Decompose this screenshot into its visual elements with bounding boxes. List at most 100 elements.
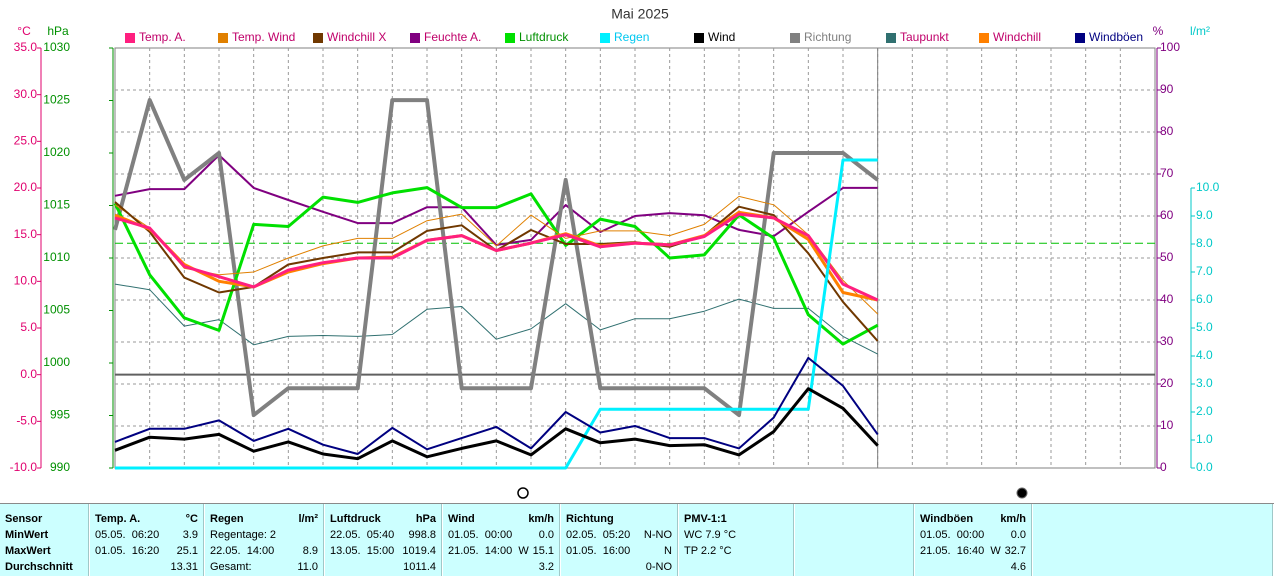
- series-line: [114, 154, 878, 246]
- tick-label: 10.0: [14, 274, 38, 288]
- legend-label: Windchill X: [327, 30, 386, 44]
- cell-value: 8.9: [302, 545, 318, 557]
- tick-label: 30.0: [14, 87, 38, 101]
- table-cell: 01.05. 16:20 25.1: [95, 543, 198, 559]
- header-text: Regen: [210, 513, 244, 525]
- legend-label: Feuchte A.: [424, 30, 481, 44]
- header-unit: °C: [185, 513, 198, 525]
- table-column: Sensor MinWert MaxWert Durchschnitt: [0, 504, 90, 576]
- cell-text: 22.05. 05:40: [330, 529, 395, 541]
- cell-value: 3.2: [538, 561, 554, 573]
- table-cell: 01.05. 00:00 0.0: [920, 527, 1026, 543]
- legend-swatch: [218, 33, 228, 43]
- tick-label: 15.0: [14, 227, 38, 241]
- moon-new: [517, 487, 529, 499]
- summary-table: Sensor MinWert MaxWert Durchschnitt Temp. A.…: [0, 503, 1274, 576]
- column-header: Windböen km/h: [920, 511, 1026, 527]
- series-line: [113, 98, 879, 418]
- column-header: Sensor: [5, 511, 83, 527]
- cell-text: 01.05. 00:00: [448, 529, 513, 541]
- tick-label: 0.0: [20, 367, 37, 381]
- table-cell: 13.31: [95, 559, 198, 575]
- table-column: Richtung 02.05. 05:20 N-NO 01.05. 16:00 N 0-N…: [561, 504, 679, 576]
- cell-value: 0-NO: [645, 561, 672, 573]
- tick-label: 1005: [43, 303, 70, 317]
- cell-text: TP 2.2 °C: [684, 545, 732, 557]
- header-text: Windböen: [920, 513, 974, 525]
- moon-full: [1016, 487, 1028, 499]
- legend-swatch: [694, 33, 704, 43]
- cell-text: Gesamt:: [210, 561, 252, 573]
- cell-text: MinWert: [5, 529, 49, 541]
- tick-label: 3.0: [1196, 376, 1213, 390]
- legend-swatch: [313, 33, 323, 43]
- cell-text: Durchschnitt: [5, 561, 73, 573]
- cell-text: 01.05. 16:20: [95, 545, 160, 557]
- table-cell: WC 7.9 °C: [684, 527, 788, 543]
- cell-value: N-NO: [643, 529, 672, 541]
- cell-value: 32.7: [1004, 545, 1026, 557]
- table-cell: 22.05. 14:00 8.9: [210, 543, 318, 559]
- table-column: Regen l/m² Regentage: 2 22.05. 14:00 8.9 Gesa…: [205, 504, 325, 576]
- tick-label: 35.0: [14, 40, 38, 54]
- header-text: Wind: [448, 513, 475, 525]
- table-cell: Durchschnitt: [5, 559, 83, 575]
- legend-swatch: [410, 33, 420, 43]
- table-cell: 01.05. 00:00 0.0: [448, 527, 554, 543]
- cell-text: 21.05. 14:00 W: [448, 545, 529, 557]
- table-cell: 01.05. 16:00 N: [566, 543, 672, 559]
- tick-label: 1000: [43, 355, 70, 369]
- column-header: Wind km/h: [448, 511, 554, 527]
- cell-value: 998.8: [408, 529, 436, 541]
- tick-label: 7.0: [1196, 264, 1213, 278]
- legend-label: Taupunkt: [900, 30, 949, 44]
- cell-value: 0.0: [1010, 529, 1026, 541]
- header-text: Luftdruck: [330, 513, 381, 525]
- header-unit: l/m²: [298, 513, 318, 525]
- column-header: Temp. A. °C: [95, 511, 198, 527]
- cell-value: 4.6: [1010, 561, 1026, 573]
- table-cell: 22.05. 05:40 998.8: [330, 527, 436, 543]
- table-cell: 21.05. 16:40 W 32.7: [920, 543, 1026, 559]
- cell-text: 05.05. 06:20: [95, 529, 160, 541]
- tick-label: 6.0: [1196, 292, 1213, 306]
- tick-label: 995: [50, 408, 70, 422]
- column-header: Richtung: [566, 511, 672, 527]
- tick-label: 5.0: [1196, 320, 1213, 334]
- tick-label: 60: [1160, 208, 1174, 222]
- table-column: Wind km/h 01.05. 00:00 0.0 21.05. 14:00 W 15.…: [443, 504, 561, 576]
- legend-swatch: [600, 33, 610, 43]
- tick-label: 990: [50, 460, 70, 474]
- legend-swatch: [886, 33, 896, 43]
- table-cell: 13.05. 15:00 1019.4: [330, 543, 436, 559]
- header-text: Sensor: [5, 513, 43, 525]
- legend-label: Windböen: [1089, 30, 1143, 44]
- cell-text: 02.05. 05:20: [566, 529, 631, 541]
- column-header: Regen l/m²: [210, 511, 318, 527]
- cell-value: 13.31: [170, 561, 198, 573]
- tick-label: 1010: [43, 250, 70, 264]
- table-cell: MinWert: [5, 527, 83, 543]
- cell-text: WC 7.9 °C: [684, 529, 737, 541]
- series-line: [114, 195, 879, 315]
- series-line: [114, 387, 879, 461]
- header-text: Temp. A.: [95, 513, 141, 525]
- legend-swatch: [505, 33, 515, 43]
- tick-label: 0.0: [1196, 460, 1213, 474]
- table-cell: 05.05. 06:20 3.9: [95, 527, 198, 543]
- cell-value: 0.0: [538, 529, 554, 541]
- tick-label: 40: [1160, 292, 1174, 306]
- table-cell: 1011.4: [330, 559, 436, 575]
- chart: Mai 2025 °C 35.0 30.0 25.0 20.0 15.0 10.0 5.0 0.…: [10, 6, 1220, 499]
- axis-unit: %: [1153, 24, 1164, 38]
- table-cell: Gesamt: 11.0: [210, 559, 318, 575]
- cell-text: 01.05. 00:00: [920, 529, 985, 541]
- legend-label: Temp. A.: [139, 30, 186, 44]
- cell-value: 1011.4: [403, 561, 436, 573]
- header-unit: hPa: [415, 513, 436, 525]
- tick-label: 1015: [43, 198, 70, 212]
- tick-label: 100: [1160, 40, 1180, 54]
- legend-swatch: [790, 33, 800, 43]
- tick-label: 70: [1160, 166, 1174, 180]
- table-cell: TP 2.2 °C: [684, 543, 788, 559]
